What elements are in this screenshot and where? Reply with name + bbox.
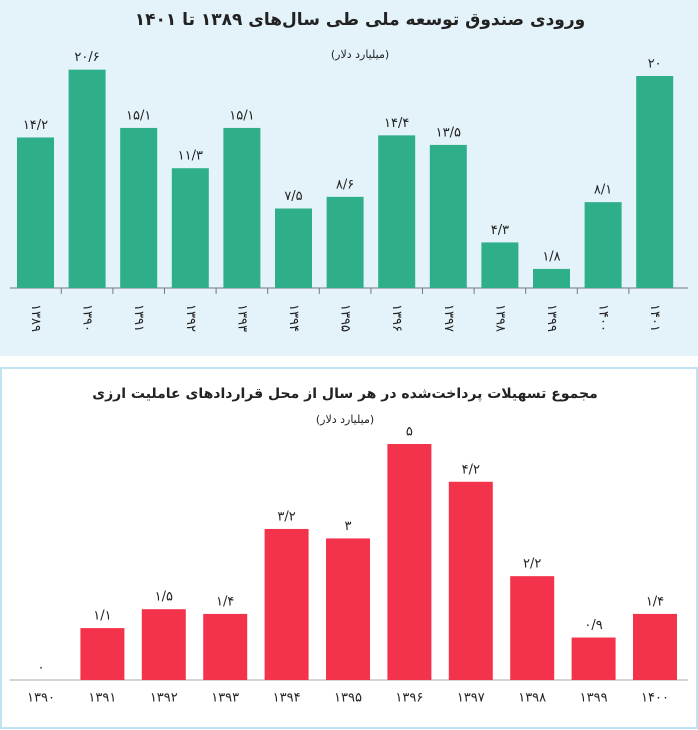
- value-label: ۱۵/۱: [229, 108, 254, 123]
- chart-title: ورودی صندوق توسعه ملی طی سال‌های ۱۳۸۹ تا…: [135, 10, 585, 30]
- bar: [429, 144, 467, 288]
- x-tick-label: ۱۳۹۷: [441, 304, 456, 332]
- x-tick-label: ۱۴۰۱: [647, 304, 662, 332]
- x-tick-label: ۱۳۹۹: [544, 304, 559, 332]
- x-tick-label: ۱۳۹۴: [286, 304, 301, 332]
- bar: [80, 628, 125, 680]
- bar: [378, 135, 416, 288]
- x-tick-label: ۱۴۰۰: [596, 304, 611, 332]
- bar: [171, 168, 209, 288]
- bar: [636, 76, 674, 288]
- value-label: ۵: [406, 425, 413, 440]
- x-tick-label: ۱۳۹۱: [131, 304, 146, 332]
- bar: [223, 127, 261, 288]
- value-label: ۲/۲: [523, 557, 541, 572]
- bar: [120, 127, 158, 288]
- x-tick-label: ۱۳۹۲: [150, 691, 178, 706]
- x-tick-label: ۱۳۹۳: [211, 691, 239, 706]
- chart-subtitle: (میلیارد دلار): [331, 48, 389, 61]
- value-label: ۱/۴: [646, 594, 664, 609]
- value-label: ۳/۲: [277, 509, 295, 524]
- bar: [481, 242, 519, 288]
- x-tick-label: ۱۳۹۸: [492, 304, 507, 332]
- bar: [68, 69, 106, 288]
- chart-title: مجموع تسهیلات پرداخت‌شده در هر سال از مح…: [92, 386, 598, 402]
- bar: [448, 481, 493, 680]
- x-tick-label: ۱۳۹۶: [395, 691, 423, 706]
- value-label: ۷/۵: [284, 189, 302, 204]
- x-tick-label: ۱۳۹۵: [334, 691, 362, 706]
- value-label: ۸/۶: [336, 177, 354, 192]
- bar: [326, 196, 364, 288]
- bar: [141, 609, 186, 680]
- x-tick-label: ۱۳۹۴: [273, 691, 301, 706]
- bar: [275, 208, 312, 288]
- x-tick-label: ۱۳۹۷: [457, 691, 485, 706]
- value-label: ۱۳/۵: [436, 125, 461, 140]
- value-label: ۱۴/۲: [23, 118, 48, 133]
- bar: [571, 637, 616, 680]
- x-tick-label: ۱۳۹۰: [27, 691, 55, 706]
- value-label: ۱/۵: [155, 590, 173, 605]
- bar: [633, 613, 677, 680]
- bar: [584, 202, 622, 288]
- x-tick-label: ۱۳۹۲: [183, 304, 198, 332]
- bar: [326, 538, 370, 680]
- x-tick-label: ۱۳۹۵: [338, 304, 353, 332]
- value-label: ۲۰/۶: [74, 50, 99, 65]
- chart-subtitle: (میلیارد دلار): [316, 413, 374, 426]
- bar: [387, 444, 432, 680]
- value-label: ۱/۸: [542, 249, 560, 264]
- value-label: ۱۴/۴: [384, 116, 409, 131]
- value-label: ۱/۴: [216, 594, 234, 609]
- x-tick-label: ۱۳۹۱: [88, 691, 116, 706]
- bar: [510, 576, 555, 680]
- value-label: ۱/۱: [93, 609, 111, 624]
- bar: [533, 268, 570, 288]
- value-label: ۰: [38, 661, 45, 676]
- value-label: ۱۵/۱: [126, 108, 151, 123]
- x-tick-label: ۱۳۸۹: [28, 304, 43, 332]
- x-tick-label: ۱۳۹۹: [580, 691, 608, 706]
- value-label: ۸/۱: [594, 183, 612, 198]
- x-tick-label: ۱۳۹۶: [389, 304, 404, 332]
- value-label: ۰/۹: [584, 618, 602, 633]
- bar: [17, 137, 54, 288]
- value-label: ۳: [345, 519, 352, 534]
- x-tick-label: ۱۴۰۰: [641, 691, 669, 706]
- value-label: ۴/۲: [462, 462, 480, 477]
- value-label: ۴/۳: [491, 223, 509, 238]
- bar: [264, 528, 309, 680]
- x-tick-label: ۱۳۹۰: [80, 304, 95, 332]
- x-tick-label: ۱۳۹۳: [234, 304, 249, 332]
- value-label: ۱۱/۳: [178, 149, 203, 164]
- x-tick-label: ۱۳۹۸: [518, 691, 546, 706]
- panel-1: [0, 0, 698, 356]
- value-label: ۲۰: [648, 57, 662, 72]
- bar: [203, 613, 248, 680]
